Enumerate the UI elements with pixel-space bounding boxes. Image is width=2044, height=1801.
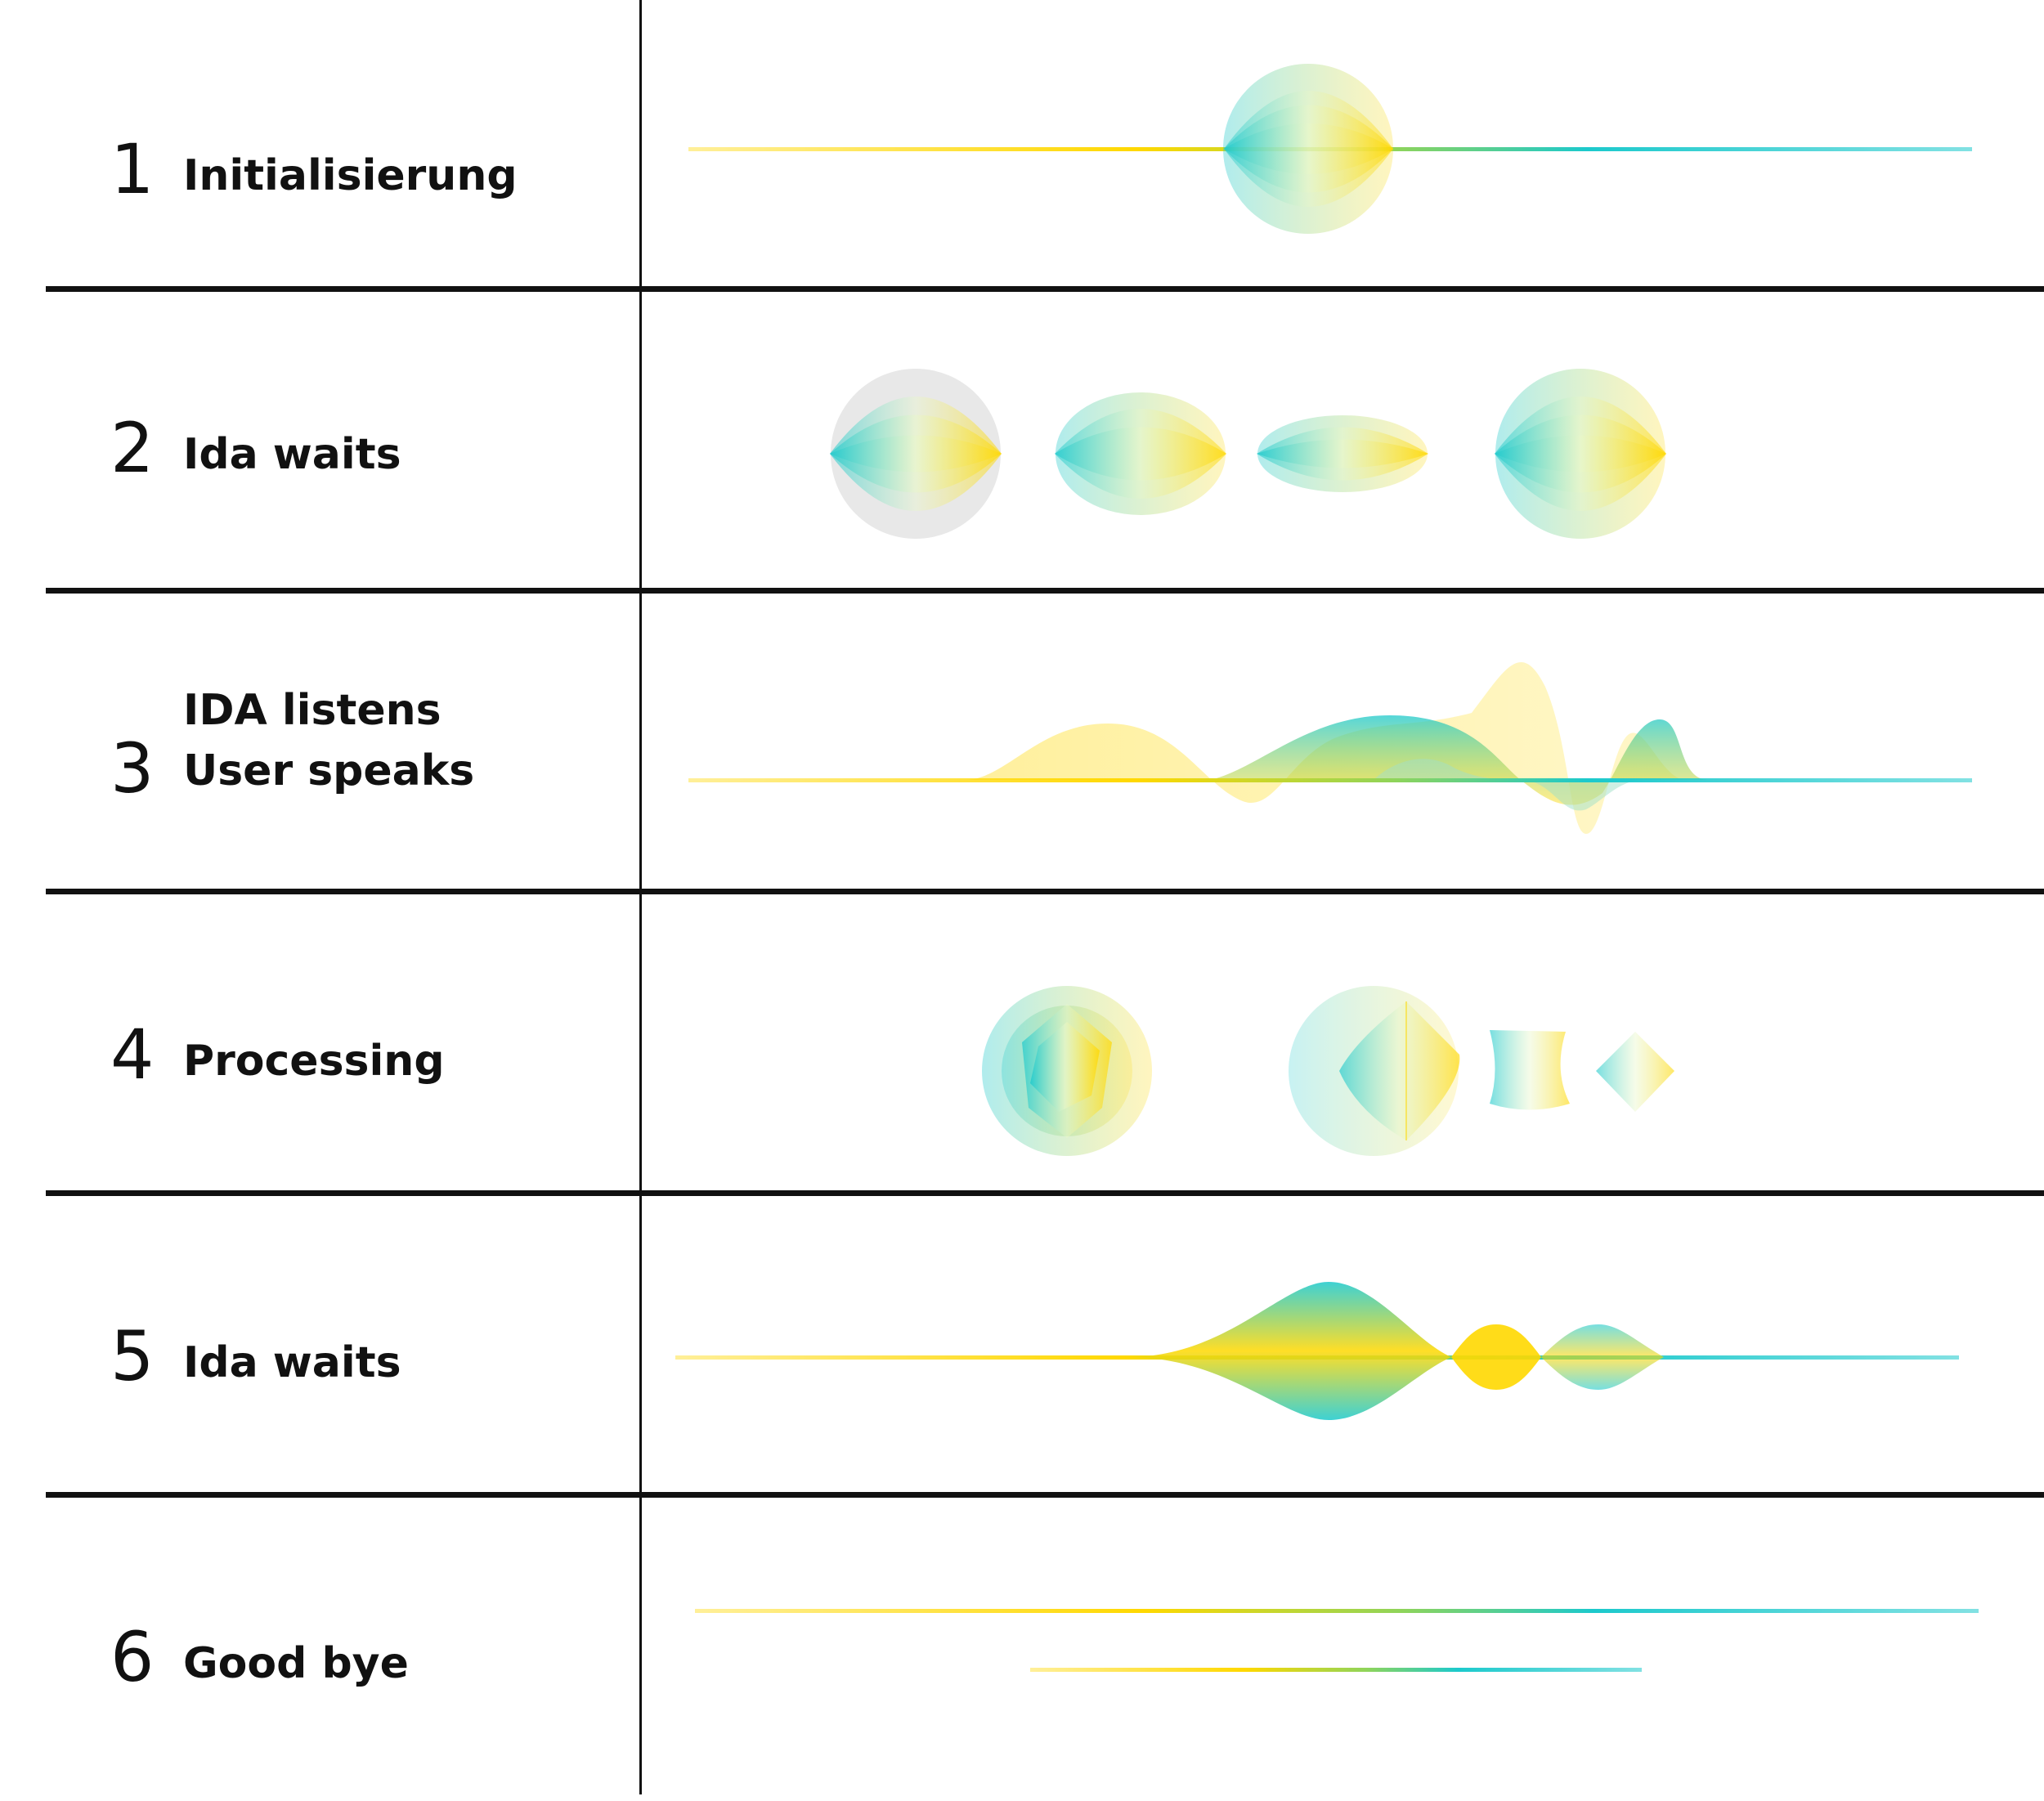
crystal-orb	[982, 986, 1152, 1156]
state-number: 2	[110, 408, 155, 488]
state-number: 6	[110, 1617, 155, 1697]
state-label: Ida waits	[183, 430, 401, 479]
state-number: 1	[110, 129, 155, 209]
state-label: User speaks	[183, 746, 475, 795]
state-number: 5	[110, 1316, 155, 1396]
good-bye-visual	[654, 1578, 2044, 1741]
row-divider	[46, 889, 2044, 894]
crystal-shape	[1596, 1032, 1674, 1112]
timeline-line	[695, 1609, 1979, 1613]
column-divider	[639, 0, 642, 1794]
row-divider	[46, 1492, 2044, 1498]
state-label: Initialisierung	[183, 151, 518, 200]
row-divider	[46, 588, 2044, 594]
timeline-line	[1030, 1668, 1642, 1672]
initialisierung-visual	[654, 33, 2044, 278]
row-divider	[46, 1190, 2044, 1196]
wave-shape	[1374, 759, 1643, 811]
state-label: Ida waits	[183, 1338, 401, 1387]
state-label: Processing	[183, 1037, 445, 1086]
ida-waits-visual	[654, 343, 2044, 556]
ida-waits-wave-visual	[654, 1267, 2044, 1480]
processing-visual	[654, 965, 2044, 1177]
timeline-line	[688, 778, 1972, 782]
state-label: IDA listens	[183, 686, 442, 735]
orb	[1223, 64, 1393, 234]
crystal-orb	[1289, 986, 1460, 1156]
state-number: 4	[110, 1015, 155, 1095]
row-divider	[46, 286, 2044, 292]
orb	[1495, 369, 1666, 539]
wave-lobe	[1541, 1324, 1664, 1390]
wave-lobe	[1128, 1282, 1451, 1420]
crystal-shape	[1490, 1030, 1570, 1110]
orb	[1257, 415, 1428, 492]
state-label: Good bye	[183, 1639, 409, 1688]
wave-lobe	[1451, 1324, 1541, 1390]
orb	[830, 369, 1002, 539]
state-number: 3	[110, 728, 155, 809]
listening-waveform-visual	[654, 646, 2044, 858]
orb	[1055, 392, 1226, 515]
